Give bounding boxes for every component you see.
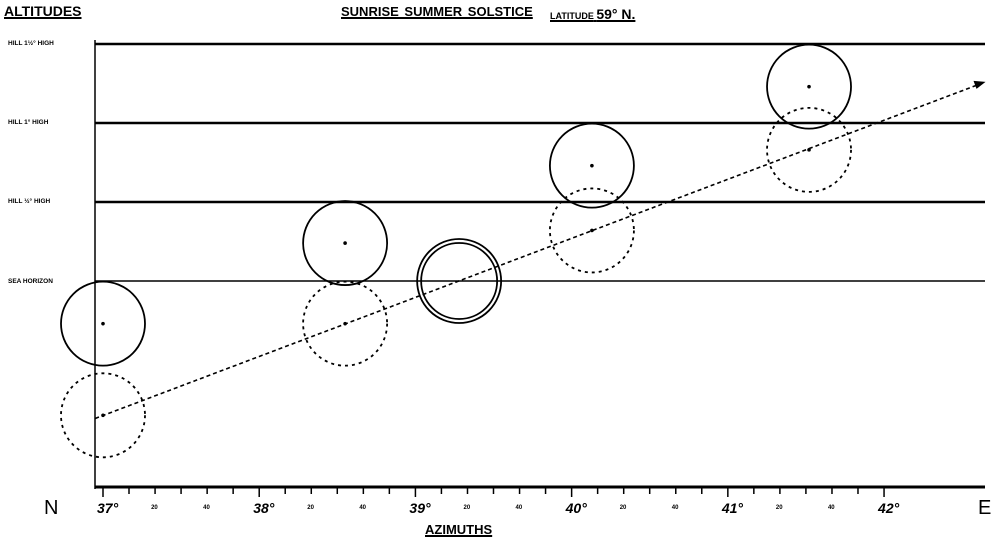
- sun-center-dot: [343, 241, 347, 245]
- azimuth-tick-label: 40°: [565, 500, 588, 516]
- azimuth-tick-label: 40: [359, 505, 366, 511]
- direction-east: E: [978, 497, 992, 519]
- sun-disc-solid: [302, 200, 389, 286]
- row-label-hill-0-5: HILL ½° HIGH: [8, 198, 51, 205]
- sun-disc-dotted: [766, 106, 852, 193]
- azimuth-tick-label: 20: [620, 505, 627, 511]
- sun-path-line: [94, 84, 978, 420]
- y-axis-label: ALTITUDES: [4, 3, 82, 19]
- sun-center-dot: [101, 413, 105, 418]
- azimuth-tick-label: 20: [307, 505, 314, 511]
- sun-center-dot: [807, 84, 811, 89]
- azimuth-tick-label: 41°: [721, 500, 744, 516]
- diagram-title: SUNRISE SUMMER SOLSTICE: [341, 4, 533, 19]
- sun-disc-dotted: [60, 372, 146, 459]
- azimuth-tick-label: 20: [776, 505, 783, 511]
- sun-disc-dotted: [549, 187, 635, 274]
- azimuth-tick-label: 37°: [97, 500, 119, 516]
- sun-center-dot: [343, 321, 347, 326]
- sun-disc-outer: [416, 238, 503, 324]
- azimuth-tick-label: 40: [203, 505, 210, 511]
- sun-center-dot: [590, 163, 594, 168]
- azimuth-tick-label: 20: [463, 505, 470, 511]
- sun-center-dot: [590, 228, 594, 233]
- row-label-sea-horizon: SEA HORIZON: [8, 278, 53, 285]
- sun-disc-solid: [60, 280, 146, 367]
- latitude-label: LATITUDE 59° N.: [550, 6, 635, 22]
- sun-center-dot: [101, 321, 105, 326]
- azimuth-tick-label: 39°: [409, 500, 431, 516]
- arrow-head-icon: [973, 80, 986, 89]
- sun-disc-inner: [420, 242, 499, 320]
- row-label-hill-1-5: HILL 1½° HIGH: [8, 40, 54, 47]
- direction-north: N: [44, 497, 59, 519]
- azimuth-tick-label: 42°: [877, 500, 900, 516]
- azimuth-tick-label: 40: [672, 505, 679, 511]
- latitude-value: 59° N.: [596, 6, 636, 22]
- row-label-hill-1: HILL 1° HIGH: [8, 119, 49, 126]
- sun-disc-solid: [766, 43, 852, 130]
- x-axis-label: AZIMUTHS: [425, 522, 493, 537]
- sun-center-dot: [807, 148, 811, 152]
- azimuth-tick-label: 38°: [253, 500, 275, 516]
- sun-disc-dotted: [302, 280, 389, 367]
- azimuth-tick-label: 40: [516, 505, 523, 511]
- azimuth-tick-label: 40: [828, 505, 835, 511]
- sun-disc-solid: [549, 122, 635, 209]
- azimuth-tick-label: 20: [151, 505, 158, 511]
- latitude-text: LATITUDE: [550, 11, 594, 21]
